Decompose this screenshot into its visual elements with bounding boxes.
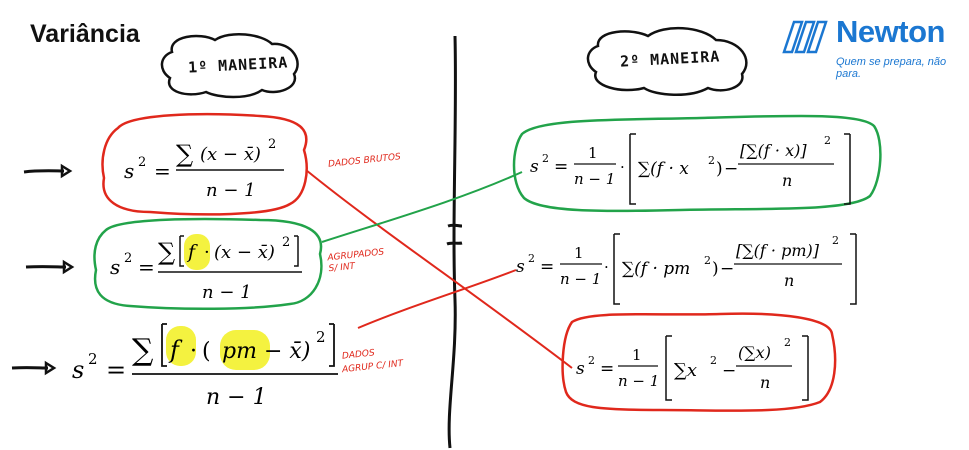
fraction-den: n − 1 [618,372,659,390]
numerator-exponent: 2 [282,235,290,250]
equals-sign: = [540,257,554,277]
formula-grouped-right: s 2 = 1 n − 1 · ∑(f · x 2 ) − [∑(f · x)]… [530,133,851,205]
deviation-term: (x − x̄) [214,242,275,263]
brand-tagline: Quem se prepara, não para. [836,56,947,80]
numerator-exponent: 2 [268,137,276,152]
minus-sign: − [724,159,738,179]
right-raw-box [561,312,837,412]
deviation-rest: − x̄) [264,339,310,364]
numerator-body: (x − x̄) [200,144,261,165]
inner-numerator: [∑(f · x)] [740,141,807,160]
sum-term-exponent: 2 [710,354,717,367]
lhs-symbol: s [72,356,84,384]
link-intervals [357,269,517,329]
formula-grouped-left: s 2 = ∑ f · (x − x̄) 2 n − 1 [110,235,302,303]
sum-symbol: ∑ [176,140,193,168]
formula-raw-left: s 2 = ∑ (x − x̄) 2 n − 1 [124,137,284,201]
lhs-symbol: s [530,157,539,177]
highlight-f-intervals [166,326,196,366]
numerator-exponent: 2 [316,328,326,346]
lhs-symbol: s [124,159,134,183]
lhs-symbol: s [516,257,525,277]
method1-cloud [160,33,299,99]
frequency-f: f [186,241,198,263]
link-grouped [321,171,523,243]
lhs-exponent: 2 [588,354,595,367]
formula-intervals-right: s 2 = 1 n − 1 · ∑(f · pm 2 ) − [∑(f · pm… [516,233,857,305]
fraction-den: n − 1 [560,270,601,288]
inner-denominator: n [784,271,794,290]
highlight-pm-intervals [220,330,270,370]
denominator: n − 1 [206,180,256,201]
lhs-exponent: 2 [124,251,132,266]
equals-sign: = [600,359,614,379]
equals-sign: = [138,255,155,279]
sum-term-exponent: 2 [704,254,711,267]
lhs-exponent: 2 [138,155,146,170]
sum-term-close: ) [716,159,723,179]
brand-name: Newton [836,14,945,49]
link-raw [305,169,573,369]
bullet-arrow-icon [23,169,65,174]
inner-numerator: (∑x) [738,343,771,362]
sum-symbol: ∑ [158,238,175,266]
grouped-formula-box [93,217,323,311]
newton-logo-icon [782,20,828,54]
fraction-den: n − 1 [574,170,615,188]
equals-sign: = [154,159,171,183]
sum-symbol: ∑ [132,333,154,368]
dot-operator: · [190,339,197,364]
midpoint-pm: pm [222,339,257,364]
denominator: n − 1 [202,282,252,303]
minus-sign: − [722,361,736,381]
fraction-one: 1 [588,144,598,162]
lhs-exponent: 2 [88,350,98,368]
lhs-symbol: s [110,255,120,279]
lhs-symbol: s [576,359,585,379]
sum-term-close: ) [712,259,719,279]
divider-line [447,35,457,449]
page-title: Variância [30,20,140,48]
highlight-f-grouped [184,234,210,270]
inner-exponent: 2 [824,134,831,147]
inner-numerator: [∑(f · pm)] [736,241,820,260]
lhs-exponent: 2 [528,252,535,265]
fraction-one: 1 [574,244,584,262]
formula-raw-right: s 2 = 1 n − 1 ∑x 2 − (∑x) 2 n [576,335,809,401]
dot-operator: · [604,258,609,276]
frequency-f: f [168,336,183,364]
formula-intervals-left: s 2 = ∑ f · ( pm − x̄) 2 n − 1 [72,323,338,410]
open-paren: ( [202,339,211,364]
sum-term: ∑x [674,360,697,381]
inner-exponent: 2 [784,336,791,349]
denominator: n − 1 [206,385,267,410]
raw-formula-box [101,112,308,216]
dot-operator: · [204,242,210,263]
sum-term-exponent: 2 [708,154,715,167]
lhs-exponent: 2 [542,152,549,165]
equals-sign-icon [446,223,463,246]
inner-exponent: 2 [832,234,839,247]
inner-denominator: n [760,373,770,392]
equals-sign: = [106,356,126,384]
inner-denominator: n [782,171,792,190]
dot-operator: · [620,158,625,176]
method2-cloud [586,26,748,96]
right-grouped-box [512,114,882,213]
fraction-one: 1 [632,346,642,364]
sum-term: ∑(f · pm [622,259,690,279]
sum-term: ∑(f · x [638,159,689,179]
equals-sign: = [554,157,568,177]
minus-sign: − [720,259,734,279]
